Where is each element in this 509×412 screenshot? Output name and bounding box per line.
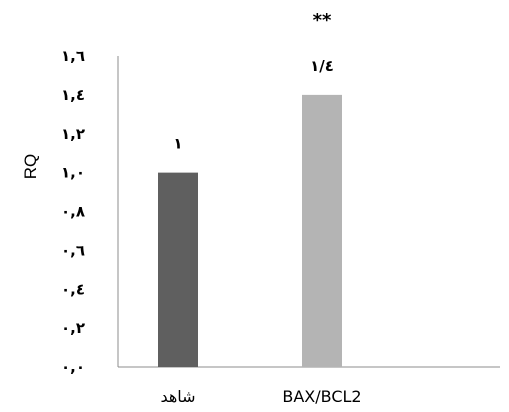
y-tick-label: ۰,٤ [61,280,85,298]
category-labels: شاهد BAX/BCL2 [160,387,361,406]
y-tick-label: ۰,۰ [61,358,85,376]
bar [302,94,342,367]
y-tick-labels: ۰,۰ ۰,۲ ۰,٤ ۰,٦ ۰,۸ ۱,۰ ۱,۲ ۱,٤ ۱,٦ [61,47,85,376]
data-labels: ۱ ۱/٤ ** [173,10,333,153]
significance-annotation: ** [313,10,332,31]
category-label: شاهد [160,387,195,406]
y-tick-label: ۰,٦ [61,241,85,259]
y-tick-label: ۰,۸ [61,203,85,221]
y-tick-label: ۱,٦ [61,47,85,65]
bar [158,172,198,367]
data-label: ۱ [173,135,182,153]
bar-series [158,94,342,367]
y-axis-title: RQ [21,154,40,180]
y-tick-label: ۱,۰ [61,164,85,182]
y-tick-label: ۰,۲ [61,319,85,337]
data-label: ۱/٤ [310,57,334,75]
y-tick-label: ۱,۲ [61,125,85,143]
category-label: BAX/BCL2 [282,387,361,406]
y-tick-label: ۱,٤ [61,86,85,104]
